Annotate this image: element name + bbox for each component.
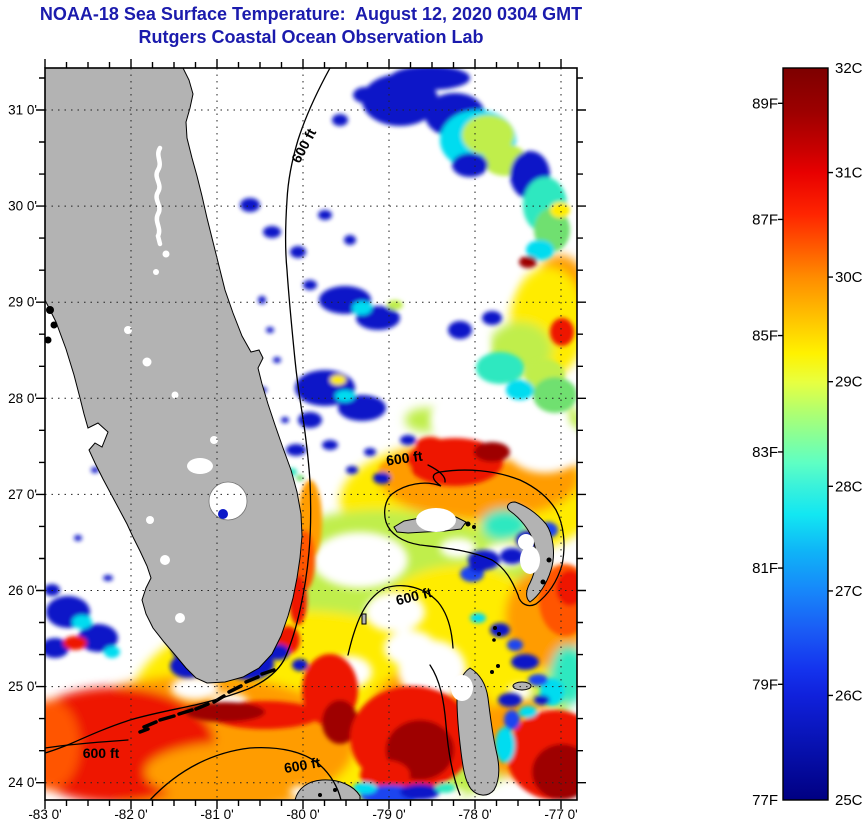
- y-ticks-right-major: [577, 109, 586, 784]
- st-johns-river: [154, 145, 163, 247]
- y-label-25: 25 0': [8, 679, 37, 694]
- lake-okeechobee-cold-pixel: [218, 509, 228, 519]
- y-label-28: 28 0': [8, 391, 37, 406]
- small-cays: [45, 306, 552, 797]
- x-axis-labels: -83 0' -82 0' -81 0' -80 0' -79 0' -78 0…: [28, 807, 577, 822]
- y-ticks-right-minor: [577, 77, 583, 752]
- florida-mainland: [45, 68, 303, 684]
- contour-label2-segment: [427, 464, 446, 483]
- y-label-27: 27 0': [8, 487, 37, 502]
- cb-label-79f: 79F: [752, 676, 778, 693]
- cb-label-89f: 89F: [752, 95, 778, 112]
- x-label--79: -79 0': [372, 807, 405, 822]
- graticule-grid: [45, 68, 577, 800]
- contour-straits-south: [149, 746, 342, 800]
- clouds-over-land: [416, 508, 540, 701]
- figure-title: NOAA-18 Sea Surface Temperature: August …: [40, 4, 582, 24]
- colorbar-ticks-fahrenheit: [778, 102, 783, 685]
- cb-label-81f: 81F: [752, 560, 778, 577]
- cay-sal-bank: [294, 779, 361, 800]
- cb-label-27c: 27C: [835, 583, 863, 600]
- x-ticks-bottom-minor: [65, 800, 541, 806]
- colorbar-fahrenheit-labels: 89F 87F 85F 83F 81F 79F 77F: [752, 95, 778, 809]
- cb-label-32c: 32C: [835, 60, 863, 77]
- y-label-30: 30 0': [8, 199, 37, 214]
- map-content: 600 ft 600 ft 600 ft 600 ft 600 ft: [45, 68, 577, 800]
- cb-label-29c: 29C: [835, 374, 863, 391]
- x-ticks-top-minor: [65, 62, 541, 68]
- cb-label-85f: 85F: [752, 328, 778, 345]
- abaco-island: [507, 501, 554, 603]
- y-label-31: 31 0': [8, 103, 37, 118]
- contour-label-5: 600 ft: [283, 754, 322, 776]
- cb-label-26c: 26C: [835, 687, 863, 704]
- contour-label-4: 600 ft: [83, 745, 120, 761]
- cb-label-30c: 30C: [835, 269, 863, 286]
- contour-andros-west: [429, 664, 461, 796]
- cb-label-28c: 28C: [835, 478, 863, 495]
- contour-shelf-east: [45, 68, 331, 754]
- x-label--77: -77 0': [544, 807, 577, 822]
- colorbar-ticks-celsius: [828, 171, 833, 697]
- new-providence-island: [512, 681, 532, 691]
- y-label-29: 29 0': [8, 295, 37, 310]
- contour-gulf-bottom: [45, 739, 129, 749]
- colorbar: 32C 31C 30C 29C 28C 27C 26C 25C 89F 87F …: [752, 60, 863, 809]
- x-label--78: -78 0': [458, 807, 491, 822]
- x-label--83: -83 0': [28, 807, 61, 822]
- land-layer: [45, 68, 554, 800]
- figure-subtitle: Rutgers Coastal Ocean Observation Lab: [138, 27, 483, 47]
- y-label-24: 24 0': [8, 775, 37, 790]
- andros-island: [456, 667, 500, 796]
- cb-label-77f: 77F: [752, 792, 778, 809]
- map-axes-box: [44, 67, 578, 801]
- x-ticks-top-major: [44, 59, 562, 68]
- y-label-26: 26 0': [8, 583, 37, 598]
- cb-label-25c: 25C: [835, 792, 863, 809]
- axis-ticks: [36, 59, 586, 809]
- y-axis-labels: 31 0' 30 0' 29 0' 28 0' 27 0' 26 0' 25 0…: [8, 103, 37, 791]
- x-ticks-bottom-major: [44, 800, 562, 809]
- inland-lakes: [124, 250, 218, 623]
- cb-label-83f: 83F: [752, 444, 778, 461]
- cb-label-31c: 31C: [835, 165, 863, 182]
- x-label--80: -80 0': [286, 807, 319, 822]
- contour-bahama-bank: [384, 469, 565, 607]
- bimini-island: [361, 613, 367, 625]
- bathymetry-contours: [45, 68, 565, 800]
- cb-label-87f: 87F: [752, 211, 778, 228]
- x-label--82: -82 0': [114, 807, 147, 822]
- colorbar-celsius-labels: 32C 31C 30C 29C 28C 27C 26C 25C: [835, 60, 863, 809]
- x-label--81: -81 0': [200, 807, 233, 822]
- y-ticks-left-minor: [39, 77, 45, 752]
- colorbar-gradient: [782, 67, 829, 801]
- sst-detail-layer: [45, 68, 577, 800]
- y-ticks-left-major: [36, 109, 45, 784]
- lake-okeechobee: [208, 481, 248, 521]
- contour-label-2: 600 ft: [385, 448, 424, 469]
- contour-nw-providence: [347, 585, 454, 656]
